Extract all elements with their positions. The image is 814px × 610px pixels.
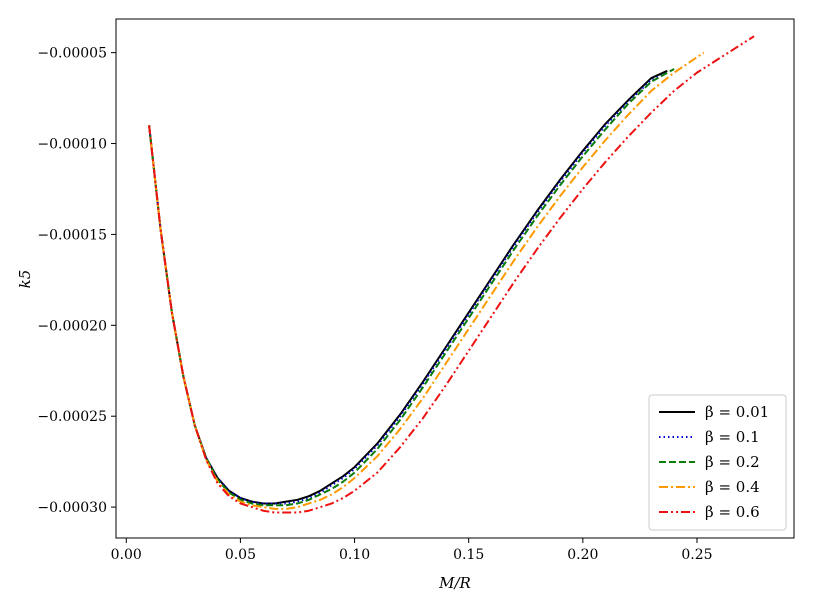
y-axis-label: k5 (16, 270, 34, 289)
x-axis-label: M/R (438, 574, 471, 592)
x-tick-label: 0.20 (567, 547, 598, 563)
x-axis: 0.00 0.05 0.10 0.15 0.20 0.25 (111, 538, 713, 563)
x-tick-label: 0.25 (681, 547, 712, 563)
y-axis: −0.00005 −0.00010 −0.00015 −0.00020 −0.00025… (37, 46, 116, 516)
x-tick-label: 0.00 (111, 547, 142, 563)
x-tick-label: 0.10 (339, 547, 370, 563)
legend: β = 0.01 β = 0.1 β = 0.2 β = 0.4 β = 0.6 (648, 394, 787, 531)
y-tick-label: −0.00030 (37, 500, 107, 516)
legend-label-4: β = 0.6 (705, 503, 760, 521)
x-tick-label: 0.15 (453, 547, 484, 563)
y-tick-label: −0.00025 (37, 409, 107, 425)
legend-label-0: β = 0.01 (705, 403, 769, 421)
series-line-4 (148, 35, 755, 514)
plot-frame (115, 18, 795, 539)
y-tick-label: −0.00020 (37, 318, 107, 334)
y-tick-label: −0.00015 (37, 227, 107, 243)
y-tick-label: −0.00010 (37, 137, 107, 153)
legend-label-2: β = 0.2 (705, 453, 760, 471)
legend-label-3: β = 0.4 (705, 478, 760, 496)
y-tick-label: −0.00005 (37, 46, 107, 62)
legend-box (648, 394, 787, 531)
x-tick-label: 0.05 (225, 547, 256, 563)
series-layer (148, 35, 755, 514)
legend-label-1: β = 0.1 (705, 428, 760, 446)
